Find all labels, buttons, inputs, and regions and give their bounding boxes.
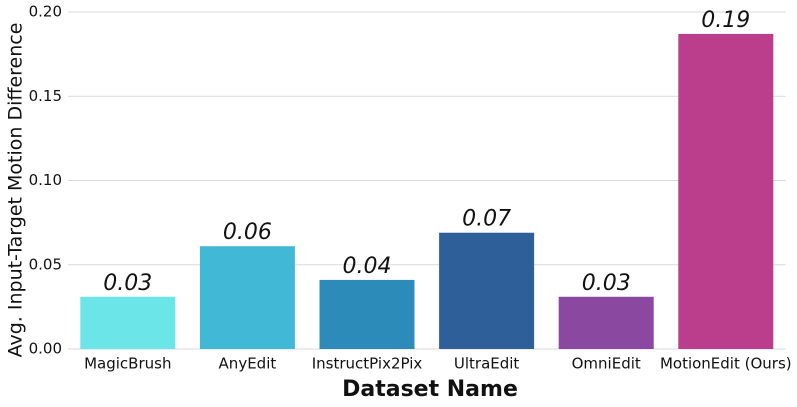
x-tick-label: MotionEdit (Ours)	[660, 355, 792, 373]
y-tick-label: 0.20	[29, 3, 62, 21]
x-tick-label: InstructPix2Pix	[312, 355, 423, 373]
bar	[678, 33, 774, 349]
x-tick-label: UltraEdit	[454, 355, 520, 373]
y-tick-label: 0.05	[29, 255, 62, 273]
x-tick-label: MagicBrush	[84, 355, 171, 373]
y-tick-label: 0.10	[29, 171, 62, 189]
y-tick-label: 0.15	[29, 87, 62, 105]
x-tick-label: AnyEdit	[219, 355, 277, 373]
value-label: 0.03	[103, 271, 152, 296]
value-label: 0.19	[701, 8, 750, 33]
value-label: 0.03	[582, 271, 631, 296]
value-label: 0.06	[223, 220, 272, 245]
bar	[199, 246, 295, 349]
y-axis-title: Avg. Input-Target Motion Difference	[5, 23, 27, 358]
bar	[80, 296, 176, 349]
bar	[558, 296, 654, 349]
x-tick-label: OmniEdit	[572, 355, 641, 373]
y-tick-label: 0.00	[29, 340, 62, 358]
value-label: 0.04	[343, 254, 392, 279]
bar	[439, 232, 535, 349]
value-label: 0.07	[462, 207, 511, 232]
x-axis-title: Dataset Name	[342, 377, 518, 402]
bar	[319, 279, 415, 349]
